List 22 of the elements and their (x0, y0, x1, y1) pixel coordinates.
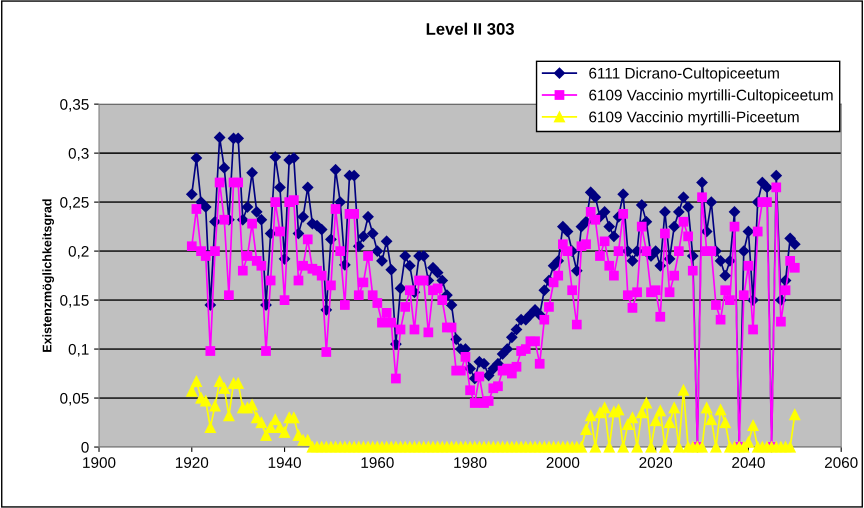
chart-title: Level II 303 (426, 22, 514, 35)
x-tick-label: 2060 (824, 457, 858, 468)
y-tick-label: 0,35 (60, 99, 89, 112)
x-tick-label: 2000 (546, 457, 580, 468)
legend-label: 6109 Vaccinio myrtilli-Piceetum (589, 111, 799, 126)
y-tick-label: 0,15 (60, 294, 89, 308)
y-tick-label: 0,2 (68, 246, 89, 259)
y-tick-label: 0,3 (68, 148, 89, 161)
y-tick-label: 0,1 (68, 344, 89, 357)
x-tick-label: 1960 (362, 457, 394, 468)
legend-label: 6109 Vaccinio myrtilli-Cultopiceetum (589, 89, 833, 104)
x-tick-label: 1900 (83, 457, 116, 468)
x-tick-label: 2020 (639, 457, 672, 468)
x-tick-label: 1920 (176, 457, 208, 468)
y-axis-title: Existenzmöglichkeitsgrad (42, 199, 54, 352)
x-tick-label: 1980 (454, 457, 486, 468)
x-tick-label: 1940 (268, 457, 301, 468)
y-tick-label: 0 (81, 442, 89, 453)
legend-label: 6111 Dicrano-Cultopiceetum (589, 67, 779, 82)
y-tick-label: 0,05 (60, 392, 89, 406)
x-tick-label: 2040 (732, 457, 765, 468)
y-tick-label: 0,25 (60, 196, 89, 210)
